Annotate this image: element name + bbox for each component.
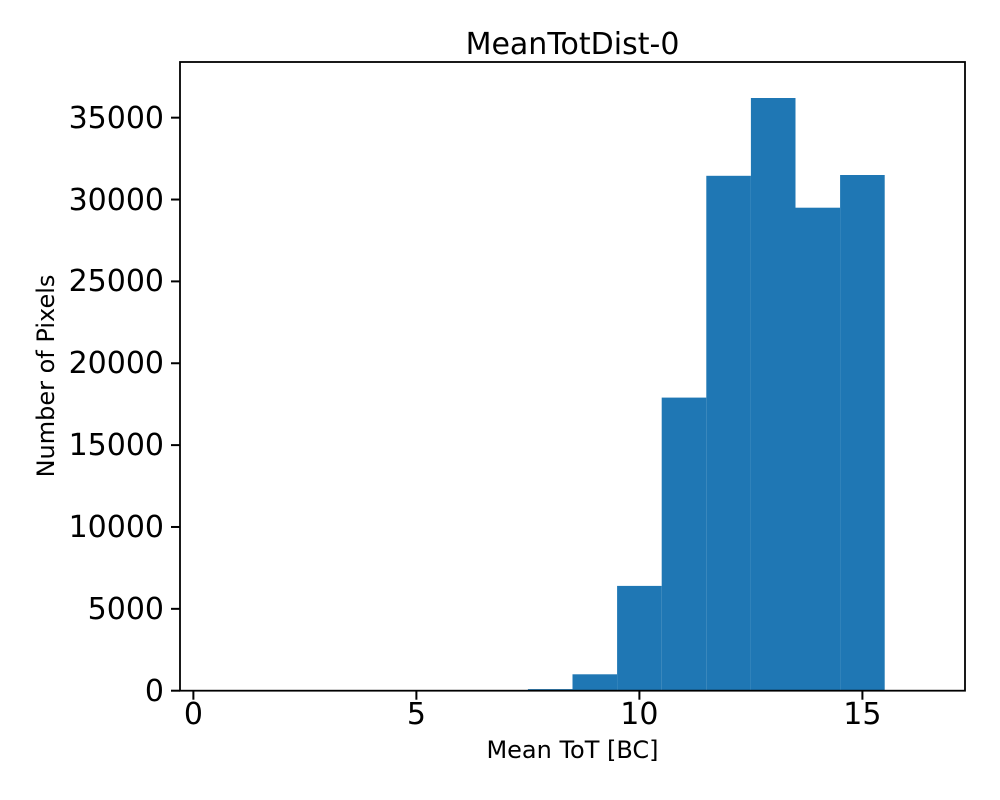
histogram-bar [617, 585, 662, 691]
bars-group [527, 98, 885, 691]
histogram-bar [706, 175, 751, 691]
histogram-bar [750, 98, 796, 691]
x-axis-label: Mean ToT [BC] [486, 736, 659, 764]
y-tick-label: 5000 [87, 591, 164, 627]
y-tick-label: 15000 [68, 427, 164, 463]
y-tick-label: 10000 [68, 509, 164, 545]
y-tick-label: 30000 [68, 182, 164, 218]
plot-spines [179, 61, 966, 692]
x-tick-label: 15 [843, 697, 882, 732]
chart-title: MeanTotDist-0 [465, 27, 680, 62]
x-tick-label: 5 [406, 697, 426, 732]
y-tick-label: 35000 [68, 100, 164, 136]
y-tick-label: 25000 [68, 264, 164, 300]
histogram-bar [795, 207, 841, 691]
histogram-bar [572, 674, 618, 691]
y-tick-label: 0 [144, 673, 164, 709]
x-tick-label: 10 [620, 697, 659, 732]
x-tick-label: 0 [183, 697, 203, 732]
histogram-bar [840, 175, 885, 691]
y-tick-label: 20000 [68, 346, 164, 382]
histogram-bar [661, 397, 707, 691]
axis-ticks-group [171, 116, 864, 700]
